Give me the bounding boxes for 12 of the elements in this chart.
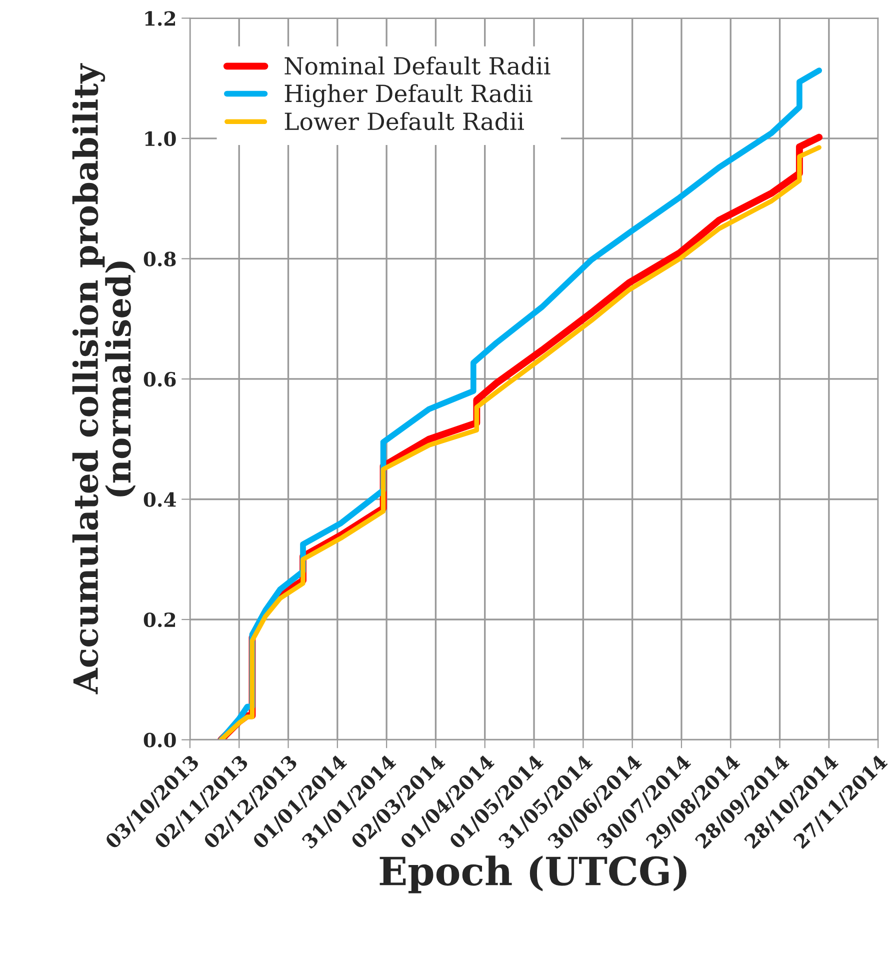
legend-label: Nominal Default Radii (284, 56, 550, 75)
y-tick-label: 1.2 (145, 11, 176, 26)
y-tick-label: 0.4 (144, 492, 176, 507)
y-tick-label: 0.6 (144, 372, 176, 387)
y-tick-label: 1.0 (145, 131, 176, 146)
y-tick-label: 0.0 (144, 732, 176, 748)
y-axis-title: Accumulated collision probability (normalised) (72, 63, 136, 694)
x-axis-title: Epoch (UTCG) (380, 856, 686, 894)
legend-label: Higher Default Radii (284, 84, 532, 108)
y-tick-label: 0.8 (144, 252, 176, 266)
y-tick-label: 0.2 (144, 612, 176, 628)
legend-label: Lower Default Radii (284, 112, 524, 130)
